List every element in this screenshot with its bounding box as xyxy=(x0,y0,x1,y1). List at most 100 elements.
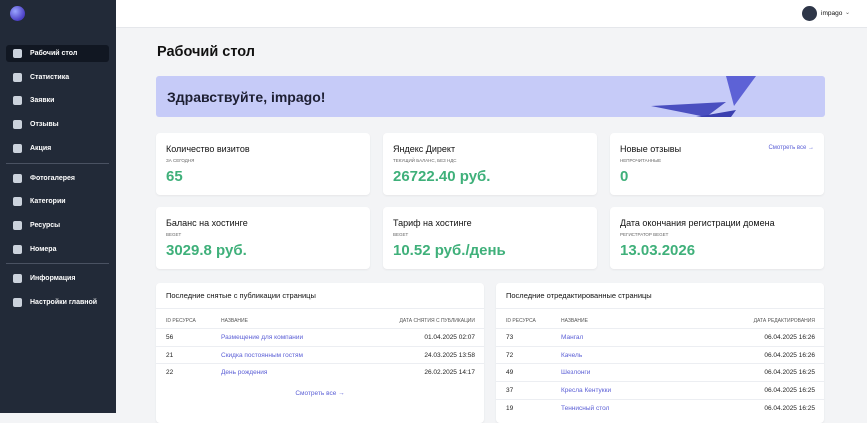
menu-item[interactable]: Заявки xyxy=(6,92,109,109)
menu-label: Отзывы xyxy=(30,121,59,129)
column-header: ID РЕСУРСА xyxy=(506,318,536,324)
stat-card: Количество визитов ЗА СЕГОДНЯ 65 xyxy=(156,133,370,195)
stat-card: Баланс на хостинге BEGET 3029.8 руб. xyxy=(156,207,370,269)
card-link[interactable]: Смотреть все → xyxy=(768,145,814,151)
menu-item[interactable]: Категории xyxy=(6,193,109,210)
card-value: 3029.8 руб. xyxy=(166,242,247,259)
table-card: Последние отредактированные страницы ID Р… xyxy=(496,283,824,423)
column-header: ID РЕСУРСА xyxy=(166,318,196,324)
menu-icon xyxy=(13,298,22,307)
row-link[interactable]: Шезлонги xyxy=(561,369,591,377)
menu-icon xyxy=(13,49,22,58)
cell: 06.04.2025 16:26 xyxy=(764,351,815,359)
row-divider xyxy=(496,381,824,383)
cell: 22 xyxy=(166,369,174,377)
row-divider xyxy=(496,363,824,365)
menu-icon xyxy=(13,173,22,183)
menu-item[interactable]: Информация xyxy=(6,270,109,287)
stat-card: Тариф на хостинге BEGET 10.52 руб./день xyxy=(383,207,597,269)
cell: 19 xyxy=(506,404,514,412)
stat-card: Дата окончания регистрации домена РЕГИСТР… xyxy=(610,207,824,269)
menu-label: Ресурсы xyxy=(30,221,61,229)
cell: 21 xyxy=(166,351,174,359)
row-divider xyxy=(156,328,484,329)
logo[interactable] xyxy=(10,6,25,21)
menu-item[interactable]: Отзывы xyxy=(6,116,109,133)
menu-label: Фотогалерея xyxy=(30,174,75,182)
menu-item[interactable]: Настройки главной xyxy=(6,294,109,311)
column-header: ДАТА СНЯТИЯ С ПУБЛИКАЦИИ xyxy=(399,318,475,324)
row-link[interactable]: Размещение для компании xyxy=(221,334,304,341)
cell: 26.02.2025 14:17 xyxy=(424,369,475,377)
cell: 06.04.2025 16:25 xyxy=(764,404,815,412)
top-bar: impago ⌄ xyxy=(116,0,867,28)
menu-label: Категории xyxy=(30,198,66,206)
divider xyxy=(496,308,824,309)
table-title: Последние отредактированные страницы xyxy=(506,291,652,300)
row-link[interactable]: День рождения xyxy=(221,369,268,377)
menu-item[interactable]: Статистика xyxy=(6,69,109,86)
cell: 01.04.2025 02:07 xyxy=(424,334,475,341)
cell: 37 xyxy=(506,387,514,395)
card-value: 26722.40 руб. xyxy=(393,168,491,185)
column-header: НАЗВАНИЕ xyxy=(221,318,248,324)
row-link[interactable]: Скидка постоянным гостям xyxy=(221,351,303,359)
row-link[interactable]: Качель xyxy=(561,351,583,359)
menu-icon xyxy=(13,143,22,153)
card-value: 10.52 руб./день xyxy=(393,242,506,259)
cell: 49 xyxy=(506,369,514,377)
column-header: НАЗВАНИЕ xyxy=(561,318,588,324)
card-label: BEGET xyxy=(393,232,409,237)
row-divider xyxy=(156,363,484,365)
menu-icon xyxy=(13,244,22,254)
see-all-link[interactable]: Смотреть все → xyxy=(295,390,345,397)
table-title: Последние снятые с публикации страницы xyxy=(166,291,316,300)
menu-label: Настройки главной xyxy=(30,299,98,306)
menu-icon xyxy=(13,120,22,130)
menu-label: Номера xyxy=(30,245,57,253)
card-title: Баланс на хостинге xyxy=(166,218,248,228)
row-divider xyxy=(156,345,484,347)
row-divider xyxy=(496,398,824,400)
menu-label: Акция xyxy=(30,144,52,152)
chevron: ⌄ xyxy=(845,10,851,16)
row-link[interactable]: Кресла Кентукки xyxy=(561,387,612,395)
avatar[interactable] xyxy=(802,6,817,21)
card-label: BEGET xyxy=(166,232,182,237)
cell: 06.04.2025 16:25 xyxy=(764,369,815,377)
banner: Здравствуйте, impago! xyxy=(156,76,825,117)
row-link[interactable]: Мангал xyxy=(561,334,584,341)
cell: 06.04.2025 16:26 xyxy=(764,334,815,341)
card-label: ЗА СЕГОДНЯ xyxy=(166,158,195,163)
card-title: Яндекс Директ xyxy=(393,144,456,154)
menu-item[interactable]: Акция xyxy=(6,140,109,157)
column-header: ДАТА РЕДАКТИРОВАНИЯ xyxy=(753,318,815,324)
menu-icon xyxy=(13,274,22,284)
card-value: 65 xyxy=(166,168,183,185)
divider xyxy=(156,308,484,309)
cell: 73 xyxy=(506,334,514,341)
card-label: НЕПРОЧИТАННЫЕ xyxy=(620,158,662,163)
menu-label: Информация xyxy=(30,275,76,283)
menu-item[interactable]: Номера xyxy=(6,241,109,258)
menu-label: Статистика xyxy=(30,73,70,81)
menu-item[interactable]: Рабочий стол xyxy=(6,45,109,62)
card-label: ТЕКУЩИЙ БАЛАНС, БЕЗ НДС xyxy=(393,158,457,163)
menu-item[interactable]: Ресурсы xyxy=(6,217,109,234)
user-name[interactable]: impago xyxy=(821,10,843,17)
menu-label: Заявки xyxy=(30,97,55,105)
card-title: Тариф на хостинге xyxy=(393,218,472,228)
row-link[interactable]: Теннисный стол xyxy=(561,404,610,412)
card-value: 0 xyxy=(620,168,629,185)
banner-decor xyxy=(651,76,756,117)
stat-card: Новые отзывы НЕПРОЧИТАННЫЕ 0 Смотреть все → xyxy=(610,133,824,195)
banner-text: Здравствуйте, impago! xyxy=(167,89,326,105)
cell: 24.03.2025 13:58 xyxy=(424,351,475,359)
menu-icon xyxy=(13,220,22,230)
menu-item[interactable]: Фотогалерея xyxy=(6,170,109,187)
row-divider xyxy=(496,328,824,329)
card-label: РЕГИСТРАТОР BEGET xyxy=(620,232,669,237)
sidebar: Рабочий стол Статистика Заявки Отзывы Акция Ф… xyxy=(0,0,116,413)
card-title: Новые отзывы xyxy=(620,144,682,154)
